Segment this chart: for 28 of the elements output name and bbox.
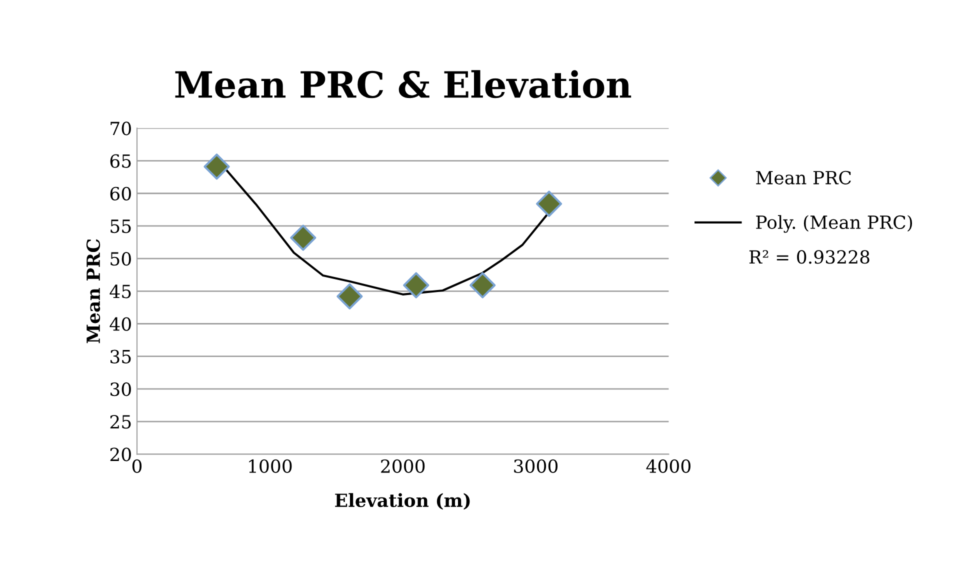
point bbox=[536, 190, 562, 217]
legend-label: Mean PRC bbox=[756, 170, 851, 184]
text: R² = 0.93228 bbox=[749, 250, 870, 264]
x-axis-title: Elevation (m) bbox=[335, 493, 470, 510]
y-tick-label: 45 bbox=[110, 284, 131, 298]
x-tick-label: 0 bbox=[132, 459, 142, 473]
x-tick-label: 2000 bbox=[381, 459, 425, 473]
chart-title: Mean PRC & Elevation bbox=[175, 70, 632, 98]
y-axis-title: Mean PRC bbox=[86, 239, 100, 344]
y-tick-label: 30 bbox=[110, 382, 131, 396]
point bbox=[290, 224, 316, 251]
y-tick-label: 65 bbox=[110, 154, 131, 168]
x-tick-label: 4000 bbox=[646, 459, 690, 473]
y-tick-label: 70 bbox=[110, 122, 131, 136]
y-tick-label: 55 bbox=[110, 220, 131, 234]
x-tick-label: 3000 bbox=[514, 459, 558, 473]
x-tick-label: 1000 bbox=[249, 459, 292, 473]
point bbox=[336, 283, 363, 310]
y-tick-label: 35 bbox=[110, 350, 131, 364]
y-tick-label: 60 bbox=[110, 186, 131, 200]
y-tick-label: 50 bbox=[110, 252, 131, 266]
y-tick-label: 40 bbox=[110, 317, 131, 331]
point bbox=[470, 272, 496, 298]
y-tick-label: 20 bbox=[110, 448, 131, 462]
legend-label: Poly. (Mean PRC) bbox=[756, 215, 912, 233]
point bbox=[403, 272, 430, 298]
y-tick-label: 25 bbox=[110, 415, 131, 429]
point bbox=[204, 154, 230, 180]
